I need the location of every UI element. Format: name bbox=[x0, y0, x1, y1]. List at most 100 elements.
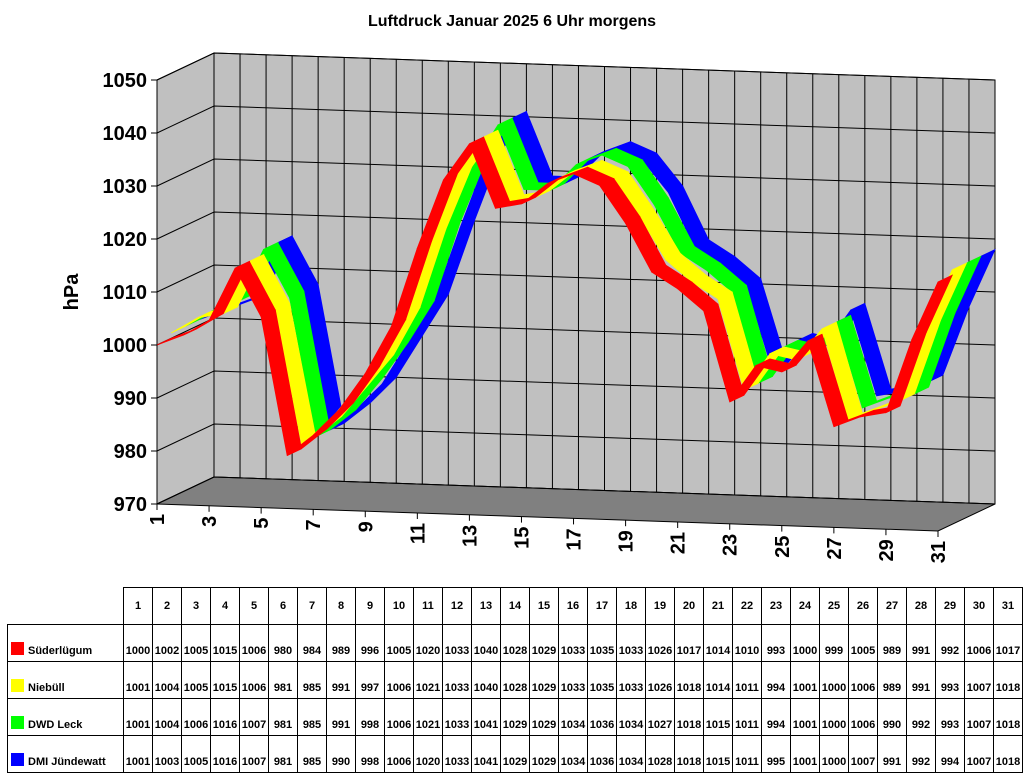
table-cell: 1033 bbox=[558, 623, 588, 662]
table-cell: 1041 bbox=[471, 734, 501, 773]
x-tick-label: 27 bbox=[824, 537, 846, 559]
table-cell: 1040 bbox=[471, 660, 501, 699]
table-header-row: 1 2 3 4 5 6 7 8 9 10 11 12 13 14 15 16 17 18 19 20 21 22 23 24 2… bbox=[7, 587, 1023, 625]
table-cell: 1029 bbox=[529, 623, 559, 662]
table-header-cell: 23 bbox=[761, 587, 791, 625]
table-header-cell: 27 bbox=[877, 587, 907, 625]
table-cell: 1007 bbox=[239, 697, 269, 736]
table-header-cell: 12 bbox=[442, 587, 472, 625]
table-header-cell: 26 bbox=[848, 587, 878, 625]
table-cell: 1015 bbox=[703, 697, 733, 736]
y-tick-label: 1030 bbox=[103, 176, 148, 198]
x-tick-label: 31 bbox=[928, 541, 950, 563]
table-cell: 1028 bbox=[500, 660, 530, 699]
table-cell: 1021 bbox=[413, 697, 443, 736]
table-cell: 1035 bbox=[587, 623, 617, 662]
table-cell: 991 bbox=[906, 623, 936, 662]
table-cell: 1034 bbox=[558, 697, 588, 736]
table-cell: 1001 bbox=[123, 660, 153, 699]
table-cell: 995 bbox=[761, 734, 791, 773]
y-tick-label: 1020 bbox=[103, 229, 148, 251]
table-cell: 1034 bbox=[616, 734, 646, 773]
table-header-cell: 25 bbox=[819, 587, 849, 625]
table-cell: 1006 bbox=[384, 697, 414, 736]
y-tick-label: 980 bbox=[114, 441, 147, 463]
table-cell: 992 bbox=[906, 734, 936, 773]
table-cell: 1001 bbox=[790, 660, 820, 699]
series-name-cell: Niebüll bbox=[7, 660, 124, 699]
table-cell: 1007 bbox=[239, 734, 269, 773]
legend-swatch bbox=[11, 678, 24, 692]
series-ribbon bbox=[156, 136, 954, 457]
table-cell: 1017 bbox=[674, 623, 704, 662]
table-cell: 1021 bbox=[413, 660, 443, 699]
table-cell: 1029 bbox=[500, 734, 530, 773]
table-cell: 998 bbox=[355, 697, 385, 736]
table-cell: 998 bbox=[355, 734, 385, 773]
table-cell: 1040 bbox=[471, 623, 501, 662]
series-name-cell: DMI Jündewatt bbox=[7, 734, 124, 773]
table-cell: 1041 bbox=[471, 697, 501, 736]
table-cell: 1000 bbox=[819, 697, 849, 736]
table-cell: 989 bbox=[877, 660, 907, 699]
table-cell: 1002 bbox=[152, 623, 182, 662]
table-cell: 1006 bbox=[239, 660, 269, 699]
y-gridline bbox=[156, 105, 996, 134]
table-cell: 1000 bbox=[790, 623, 820, 662]
table-cell: 1000 bbox=[819, 660, 849, 699]
table-cell: 1006 bbox=[848, 660, 878, 699]
table-cell: 1014 bbox=[703, 623, 733, 662]
table-cell: 1029 bbox=[529, 734, 559, 773]
table-header-cell: 9 bbox=[355, 587, 385, 625]
series-name: Süderlügum bbox=[28, 644, 93, 657]
table-cell: 994 bbox=[761, 660, 791, 699]
x-tick-label: 19 bbox=[616, 530, 638, 552]
table-header-cell: 16 bbox=[558, 587, 588, 625]
x-tick-label: 3 bbox=[199, 516, 221, 527]
y-tick-label: 970 bbox=[114, 494, 147, 516]
table-cell: 1018 bbox=[993, 734, 1023, 773]
table-cell: 1015 bbox=[210, 660, 240, 699]
table-cell: 1003 bbox=[152, 734, 182, 773]
x-tick-label: 1 bbox=[147, 514, 169, 525]
table-header-cell: 8 bbox=[326, 587, 356, 625]
table-cell: 994 bbox=[935, 734, 965, 773]
table-cell: 985 bbox=[297, 734, 327, 773]
y-tick-label: 1040 bbox=[103, 123, 148, 145]
series-name: DWD Leck bbox=[28, 718, 83, 731]
table-cell: 981 bbox=[268, 734, 298, 773]
table-header-cell: 28 bbox=[906, 587, 936, 625]
table-cell: 1027 bbox=[645, 697, 675, 736]
table-cell: 981 bbox=[268, 660, 298, 699]
y-gridline bbox=[156, 52, 996, 81]
table-cell: 1018 bbox=[674, 734, 704, 773]
table-header-cell: 24 bbox=[790, 587, 820, 625]
table-corner bbox=[7, 587, 124, 625]
table-cell: 989 bbox=[877, 623, 907, 662]
table-cell: 999 bbox=[819, 623, 849, 662]
table-header-cell: 17 bbox=[587, 587, 617, 625]
table-row: Süderlügum 1000 1002 1005 1015 1006 980 984 989 9… bbox=[7, 623, 1023, 662]
table-cell: 1006 bbox=[848, 697, 878, 736]
table-cell: 1016 bbox=[210, 734, 240, 773]
table-cell: 1006 bbox=[384, 660, 414, 699]
table-header-cell: 18 bbox=[616, 587, 646, 625]
table-cell: 991 bbox=[326, 660, 356, 699]
x-tick-label: 9 bbox=[355, 521, 377, 532]
legend-swatch bbox=[11, 715, 24, 729]
table-header-cell: 21 bbox=[703, 587, 733, 625]
series-name: Niebüll bbox=[28, 681, 65, 694]
data-table: 1 2 3 4 5 6 7 8 9 10 11 12 13 14 15 16 17 18 19 20 21 22 23 24 2… bbox=[7, 587, 1023, 773]
chart-title: Luftdruck Januar 2025 6 Uhr morgens bbox=[368, 13, 656, 30]
y-tick-labels: 970 980 990 1000 1010 1020 1030 1040 1050 bbox=[103, 70, 148, 516]
table-cell: 1033 bbox=[616, 660, 646, 699]
table-header-cell: 19 bbox=[645, 587, 675, 625]
table-cell: 1016 bbox=[210, 697, 240, 736]
table-cell: 991 bbox=[906, 660, 936, 699]
table-cell: 1036 bbox=[587, 697, 617, 736]
table-cell: 985 bbox=[297, 660, 327, 699]
table-cell: 1033 bbox=[558, 660, 588, 699]
x-tick-label: 11 bbox=[407, 523, 429, 544]
series-name: DMI Jündewatt bbox=[28, 755, 106, 768]
table-cell: 1005 bbox=[384, 623, 414, 662]
